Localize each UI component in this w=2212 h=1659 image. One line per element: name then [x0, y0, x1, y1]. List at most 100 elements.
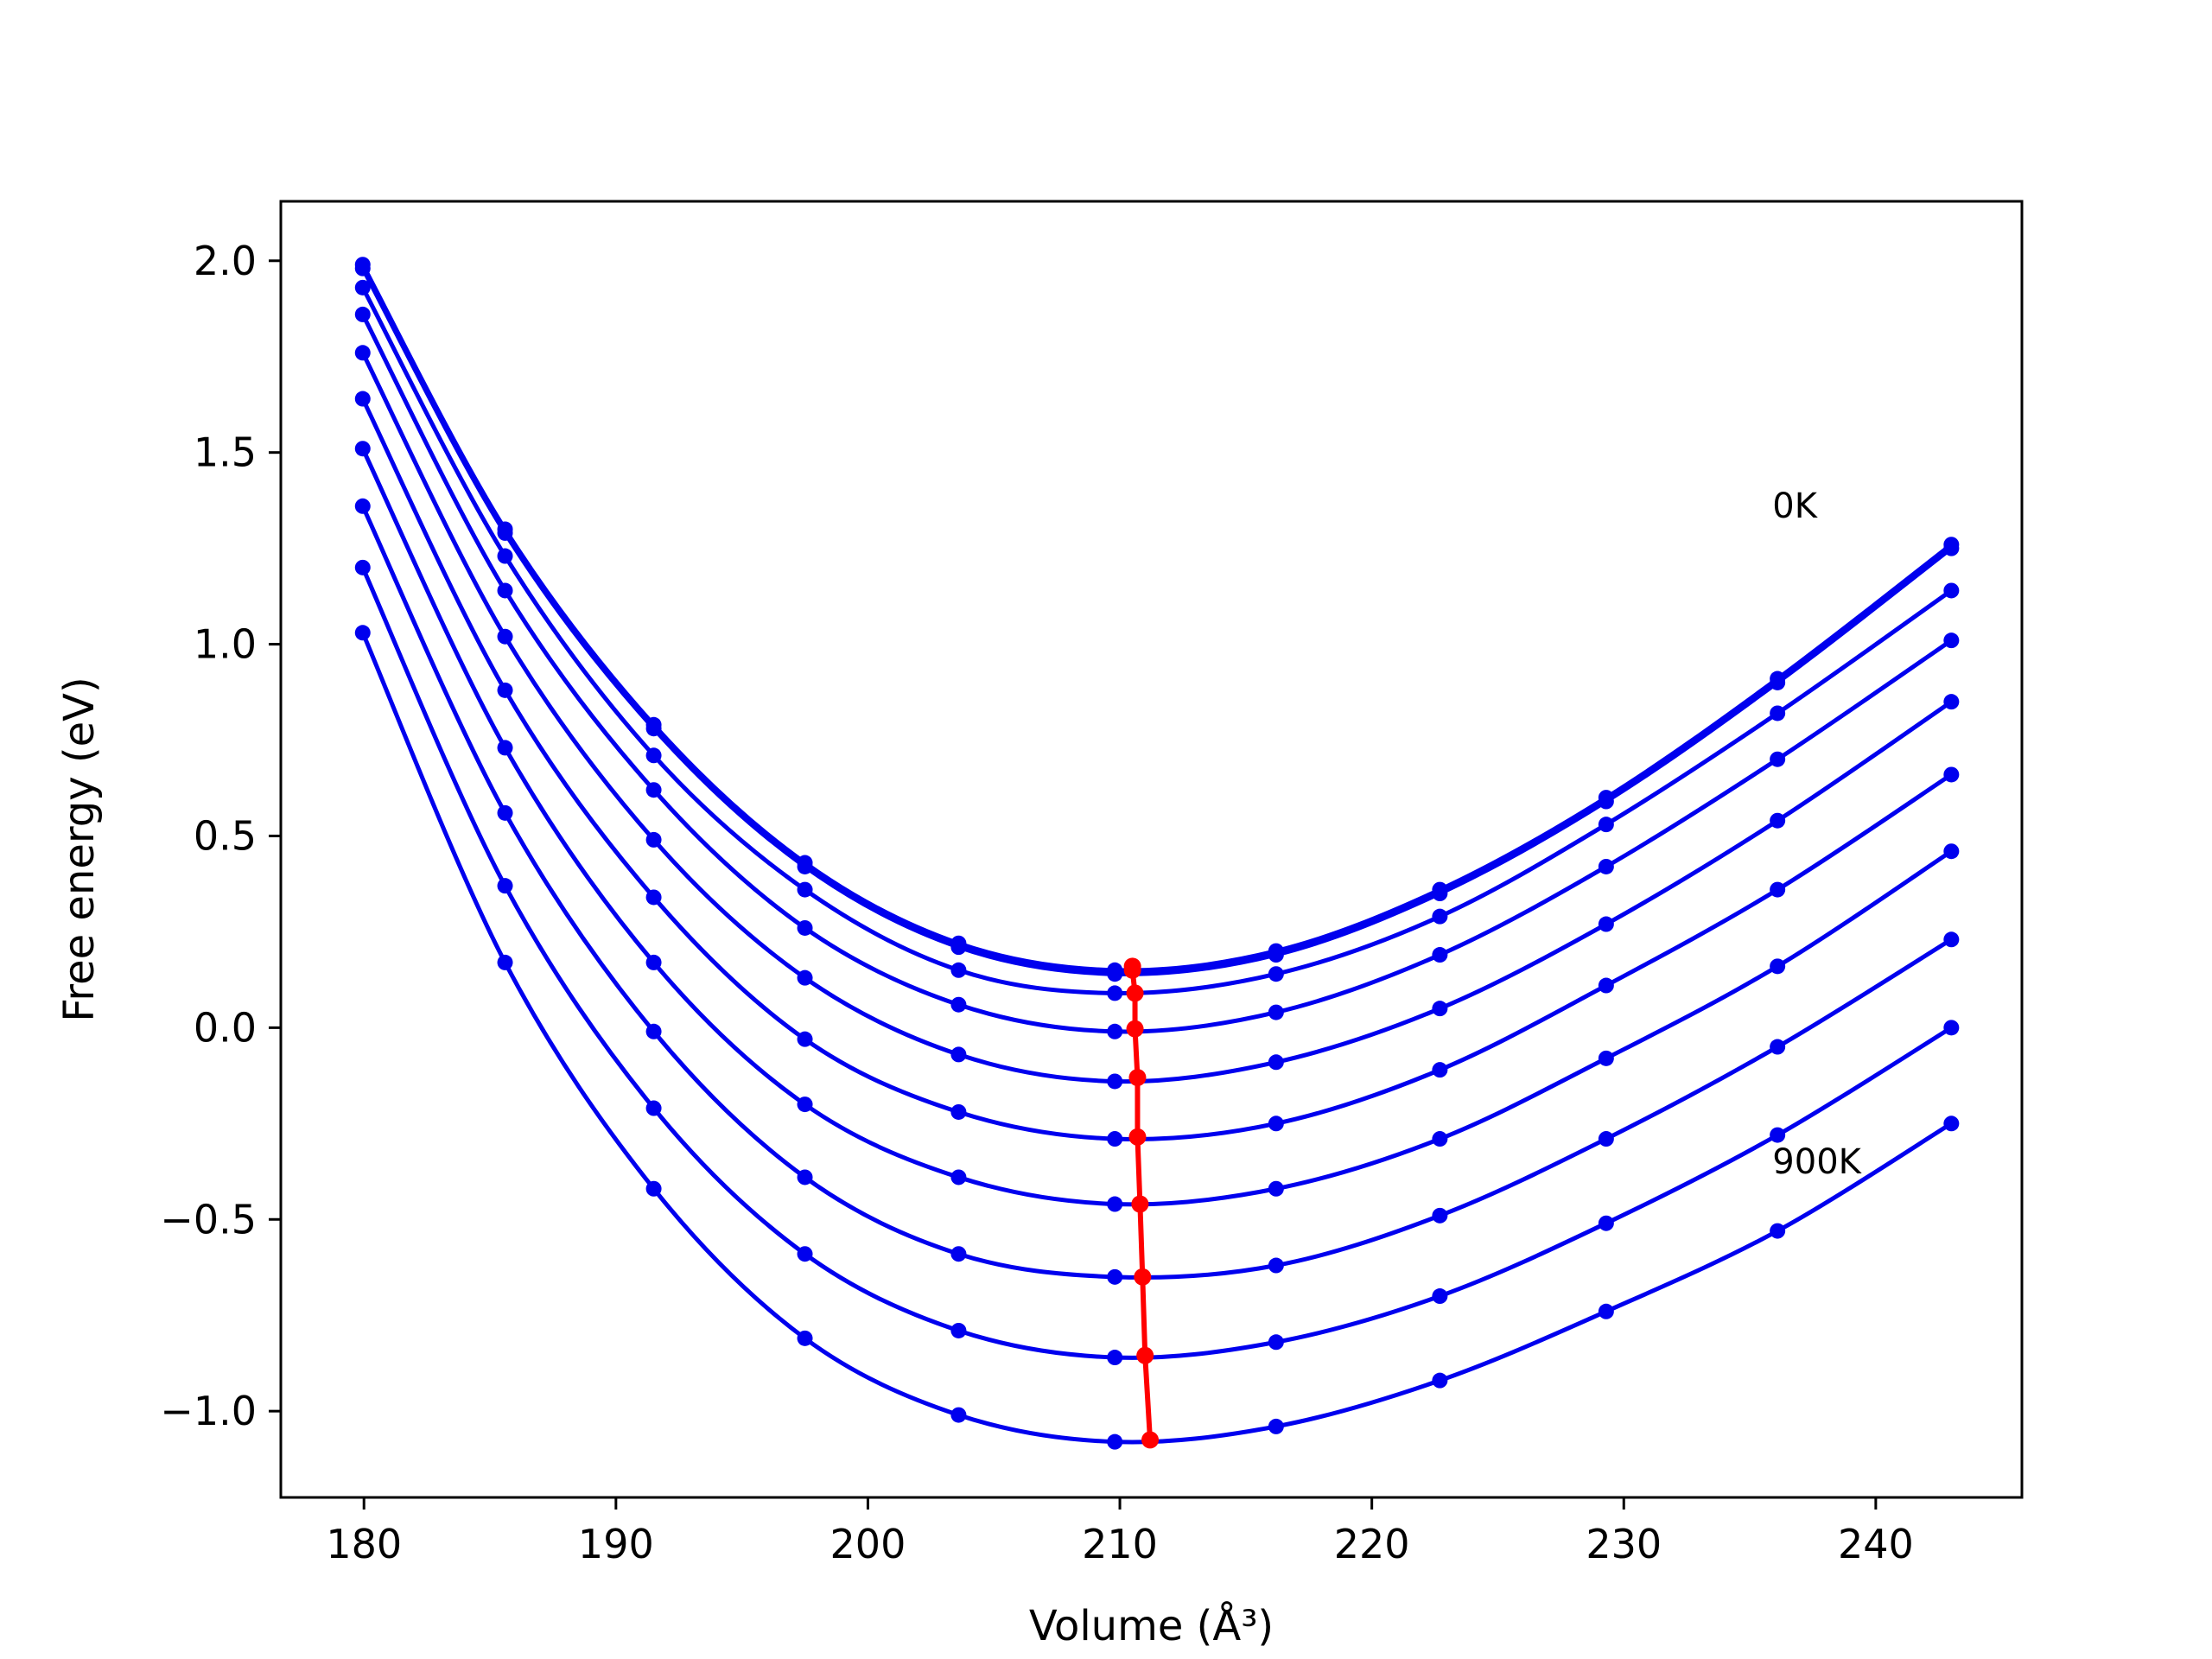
x-axis-ticks: 180 190 200 210 220 230 240	[326, 1497, 1914, 1567]
data-point-2-7	[1432, 908, 1448, 925]
data-point-9-9	[1770, 1223, 1786, 1239]
data-point-4-2	[645, 831, 662, 848]
y-tick-label-5: −0.5	[160, 1196, 257, 1243]
data-point-5-2	[645, 889, 662, 906]
data-point-4-10	[1943, 694, 1960, 710]
data-point-1-6	[1268, 947, 1284, 963]
minimum-point-4	[1128, 1069, 1147, 1087]
data-point-9-8	[1598, 1303, 1614, 1319]
x-tick-label-220: 220	[1334, 1521, 1410, 1567]
data-point-2-0	[354, 279, 371, 296]
data-point-2-8	[1598, 817, 1614, 833]
data-point-4-3	[797, 969, 813, 986]
data-point-3-6	[1268, 1004, 1284, 1020]
data-point-8-7	[1432, 1288, 1448, 1305]
data-point-6-1	[497, 740, 513, 756]
data-point-3-2	[645, 782, 662, 798]
series-line-1	[360, 267, 1953, 976]
data-point-4-5	[1107, 1073, 1123, 1090]
y-tick-label-0: 2.0	[194, 238, 257, 284]
data-point-9-7	[1432, 1372, 1448, 1389]
data-point-6-3	[797, 1096, 813, 1113]
data-point-2-10	[1943, 582, 1960, 599]
data-point-8-8	[1598, 1215, 1614, 1231]
data-point-6-10	[1943, 843, 1960, 860]
data-point-5-5	[1107, 1131, 1123, 1147]
data-point-3-8	[1598, 858, 1614, 874]
plot-frame	[279, 200, 2024, 1499]
data-point-7-6	[1268, 1257, 1284, 1274]
data-point-2-6	[1268, 966, 1284, 982]
annotation-900k: 900K	[1772, 1142, 1862, 1182]
data-point-5-8	[1598, 977, 1614, 994]
data-point-3-3	[797, 919, 813, 936]
data-point-1-5	[1107, 966, 1123, 982]
data-point-1-4	[950, 939, 967, 956]
y-axis-label: Free energy (eV)	[55, 677, 104, 1021]
data-point-8-5	[1107, 1350, 1123, 1366]
data-point-7-1	[497, 804, 513, 821]
data-point-5-1	[497, 682, 513, 698]
minimum-point-8	[1136, 1346, 1154, 1364]
series-line-9	[360, 632, 1953, 1445]
data-point-2-9	[1770, 705, 1786, 721]
data-point-6-2	[645, 954, 662, 970]
data-point-4-1	[497, 628, 513, 645]
data-point-2-4	[950, 962, 967, 978]
x-tick-label-190: 190	[578, 1521, 654, 1567]
series-line-4	[360, 352, 1953, 1084]
data-point-9-2	[645, 1180, 662, 1197]
minima-layer	[1123, 957, 1160, 1449]
data-point-1-2	[645, 721, 662, 737]
data-point-6-8	[1598, 1050, 1614, 1066]
data-point-1-1	[497, 524, 513, 541]
data-point-6-0	[354, 441, 371, 457]
data-point-4-9	[1770, 812, 1786, 829]
data-point-6-7	[1432, 1131, 1448, 1147]
x-axis-label: Volume (Å³)	[1029, 1601, 1274, 1650]
data-point-7-8	[1598, 1131, 1614, 1147]
x-tick-label-200: 200	[830, 1521, 906, 1567]
data-point-9-5	[1107, 1433, 1123, 1450]
minimum-point-5	[1128, 1128, 1147, 1146]
data-point-5-9	[1770, 881, 1786, 898]
data-point-5-6	[1268, 1116, 1284, 1132]
data-point-8-1	[497, 878, 513, 894]
data-point-1-8	[1598, 793, 1614, 810]
data-point-8-4	[950, 1322, 967, 1338]
data-point-4-7	[1432, 1001, 1448, 1017]
series-line-0	[360, 264, 1953, 973]
data-point-3-9	[1770, 751, 1786, 767]
data-point-1-3	[797, 858, 813, 874]
data-point-3-10	[1943, 632, 1960, 649]
x-tick-label-240: 240	[1838, 1521, 1914, 1567]
data-point-7-2	[645, 1023, 662, 1039]
data-point-9-10	[1943, 1116, 1960, 1132]
data-point-2-1	[497, 548, 513, 564]
data-point-1-9	[1770, 674, 1786, 690]
data-point-8-3	[797, 1246, 813, 1262]
data-point-7-9	[1770, 1039, 1786, 1055]
data-point-8-0	[354, 559, 371, 575]
x-tick-label-180: 180	[326, 1521, 402, 1567]
data-point-6-6	[1268, 1180, 1284, 1197]
y-tick-label-1: 1.5	[194, 429, 257, 476]
data-point-6-9	[1770, 958, 1786, 975]
series-line-7	[360, 505, 1953, 1280]
minima-line	[1129, 966, 1154, 1440]
data-point-1-0	[354, 260, 371, 276]
data-point-4-6	[1268, 1054, 1284, 1071]
data-point-7-7	[1432, 1207, 1448, 1224]
x-tick-label-210: 210	[1082, 1521, 1158, 1567]
data-point-7-0	[354, 498, 371, 514]
y-tick-label-4: 0.0	[194, 1004, 257, 1051]
data-point-1-7	[1432, 886, 1448, 902]
data-point-6-5	[1107, 1196, 1123, 1212]
data-point-3-0	[354, 306, 371, 322]
data-point-2-3	[797, 881, 813, 898]
points-layer	[354, 257, 1960, 1450]
data-point-3-4	[950, 996, 967, 1013]
data-point-5-7	[1432, 1062, 1448, 1078]
data-point-8-6	[1268, 1334, 1284, 1351]
